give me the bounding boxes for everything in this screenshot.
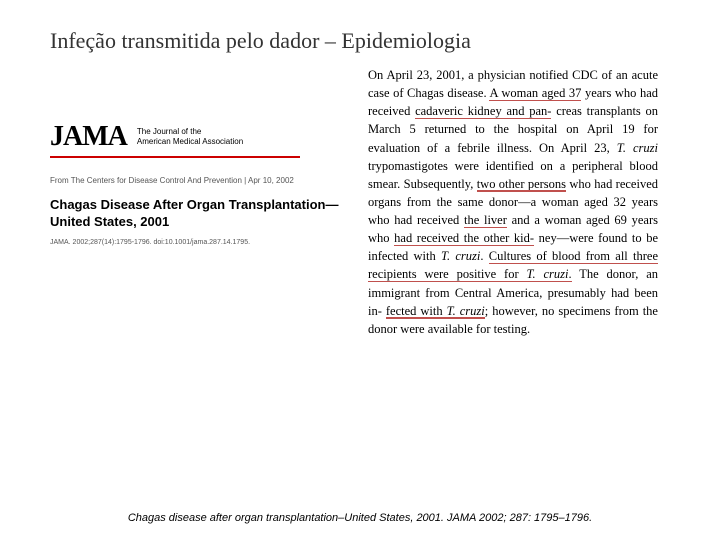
text: trypomastigotes were identified on a — [368, 159, 572, 173]
slide: Infeção transmitida pelo dador – Epidemi… — [0, 0, 720, 540]
italic-tcruzi: T. cruzi — [441, 249, 480, 263]
jama-subtitle-line2: American Medical Association — [137, 137, 243, 147]
jama-article-title: Chagas Disease After Organ Transplantati… — [50, 197, 350, 231]
italic-tcruzi: T. cruzi — [617, 141, 658, 155]
highlight-cultures-2: recipients were positive for — [368, 267, 526, 281]
jama-subtitle: The Journal of the American Medical Asso… — [137, 127, 243, 146]
page-title: Infeção transmitida pelo dador – Epidemi… — [50, 28, 670, 54]
jama-from-line: From The Centers for Disease Control And… — [50, 176, 350, 185]
jama-subtitle-line1: The Journal of the — [137, 127, 243, 137]
highlight-two-others: two other persons — [477, 177, 566, 191]
jama-header: JAMA The Journal of the American Medical… — [50, 121, 350, 153]
text: The — [572, 267, 607, 281]
highlight-patient-age: A woman aged 37 — [489, 86, 581, 100]
jama-article-meta: JAMA. 2002;287(14):1795-1796. doi:10.100… — [50, 239, 350, 246]
jama-logo: JAMA — [50, 121, 127, 153]
highlight-transplant-1: cadaveric kidney and pan- — [415, 104, 551, 118]
highlight-cultures-tcruzi: T. cruzi — [526, 267, 568, 281]
text: . — [480, 249, 488, 263]
jama-divider — [50, 156, 300, 158]
footer-citation: Chagas disease after organ transplantati… — [50, 512, 670, 524]
highlight-donor-tcruzi: T. cruzi — [447, 304, 485, 318]
highlight-cultures-1: Cultures of blood from all three — [489, 249, 658, 263]
text: Subsequently, — [400, 177, 476, 191]
highlight-other-kidney: had received the other kid- — [394, 231, 534, 245]
highlight-cultures-3: . — [568, 267, 571, 281]
highlight-liver: the liver — [464, 213, 507, 227]
article-body: On April 23, 2001, a physician notified … — [368, 66, 658, 471]
body-paragraph: On April 23, 2001, a physician notified … — [368, 66, 658, 338]
highlight-donor-3: fected with — [386, 304, 447, 318]
jama-citation-block: JAMA The Journal of the American Medical… — [50, 66, 350, 471]
content-row: JAMA The Journal of the American Medical… — [50, 66, 670, 471]
